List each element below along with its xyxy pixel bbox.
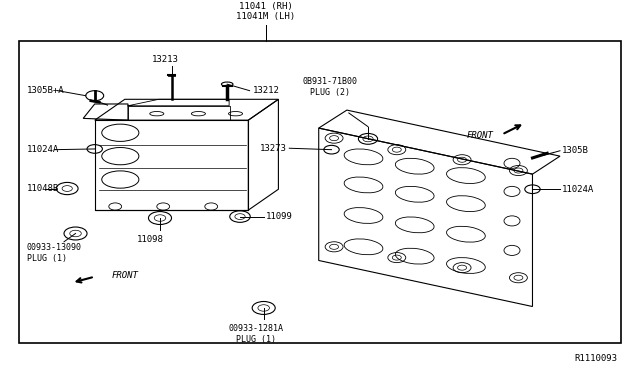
Text: 13213: 13213 bbox=[152, 55, 179, 64]
Text: 0B931-71B00
PLUG (2): 0B931-71B00 PLUG (2) bbox=[302, 77, 357, 97]
Bar bbox=[19, 41, 621, 343]
Text: FRONT: FRONT bbox=[467, 131, 493, 141]
Text: 13212: 13212 bbox=[253, 86, 280, 95]
Text: 1305B: 1305B bbox=[562, 146, 589, 155]
Text: 11024A: 11024A bbox=[27, 145, 59, 154]
Text: 1305B+A: 1305B+A bbox=[27, 86, 65, 95]
Text: 11099: 11099 bbox=[266, 212, 292, 221]
Text: R1110093: R1110093 bbox=[575, 354, 618, 363]
Text: 00933-13090
PLUG (1): 00933-13090 PLUG (1) bbox=[27, 243, 82, 263]
Text: 13273: 13273 bbox=[260, 144, 287, 153]
Text: FRONT: FRONT bbox=[112, 271, 139, 280]
Text: 00933-1281A
PLUG (1): 00933-1281A PLUG (1) bbox=[228, 324, 284, 344]
Text: 11098: 11098 bbox=[137, 235, 164, 244]
Text: 11041 (RH)
11041M (LH): 11041 (RH) 11041M (LH) bbox=[236, 2, 295, 21]
Text: 11024A: 11024A bbox=[562, 185, 594, 194]
Text: 11048B: 11048B bbox=[27, 184, 59, 193]
